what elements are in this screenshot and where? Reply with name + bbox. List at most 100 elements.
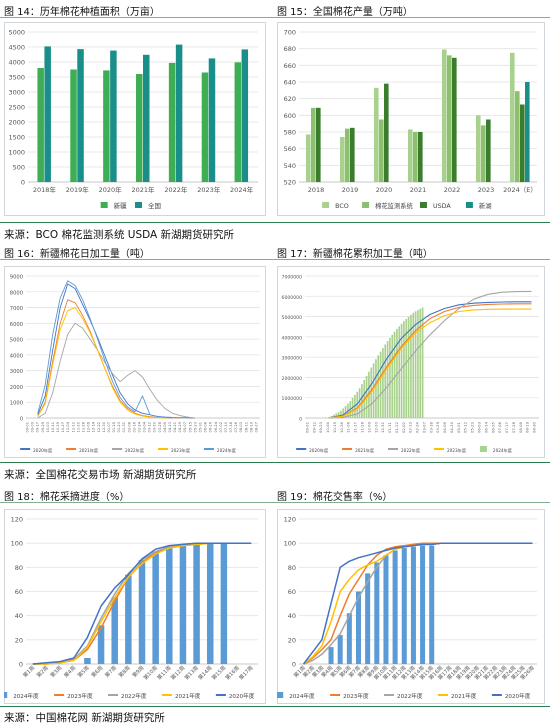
- bar-2024年度: [355, 591, 362, 664]
- x-tick-label: 2021: [410, 186, 427, 194]
- bar-2024年度: [417, 310, 419, 418]
- x-tick-label: 09-17: [36, 422, 40, 432]
- bar-BCO: [510, 52, 515, 182]
- y-tick-label: 1000000: [282, 396, 303, 402]
- bar-2024年度: [401, 548, 407, 664]
- bar-2024年度: [354, 394, 356, 418]
- legend-swatch: [362, 202, 370, 208]
- x-tick-label: 12-14: [92, 421, 96, 432]
- bar-全国: [241, 49, 249, 183]
- y-tick-label: 2000000: [282, 376, 303, 382]
- fig17-caption: 图 17：新疆棉花累积加工量（吨）: [277, 249, 433, 260]
- y-tick-label: 7000: [10, 306, 23, 312]
- x-tick-label: 07-17: [504, 421, 509, 433]
- x-tick-label: 2020: [376, 186, 393, 194]
- x-tick-label: 08-08: [518, 421, 523, 433]
- bar-棉花监测系统: [379, 119, 384, 182]
- y-tick-label: 6000: [10, 322, 23, 328]
- y-tick-label: 700: [284, 29, 296, 37]
- x-tick-label: 10-11: [51, 422, 55, 432]
- bar-2024年度: [410, 546, 416, 664]
- legend-label: 2022年度: [401, 447, 421, 454]
- bar-2024年度: [382, 348, 384, 418]
- x-tick-label: 03-28: [158, 421, 162, 432]
- legend-label: 2024年度: [217, 447, 237, 454]
- bar-USDA: [384, 83, 389, 182]
- x-tick-label: 01-07: [107, 422, 111, 432]
- x-tick-label: 10-15: [332, 421, 337, 433]
- x-tick-label: 06-25: [490, 421, 495, 433]
- bar-2024年度: [403, 321, 405, 418]
- bar-全国: [44, 46, 51, 183]
- x-tick-label: 2021年: [131, 185, 155, 194]
- rule-row2-top: [0, 259, 550, 260]
- bar-2024年度: [392, 550, 398, 664]
- x-tick-label: 05-12: [463, 421, 468, 433]
- bar-2024年度: [337, 412, 340, 418]
- x-tick-label: 04-21: [173, 422, 177, 432]
- x-tick-label: 02-24: [415, 421, 420, 433]
- x-tick-label: 04-29: [178, 421, 182, 432]
- x-tick-label: 01-22: [394, 421, 399, 433]
- bar-全国: [175, 44, 183, 182]
- fig15-caption: 图 15：全国棉花产量（万吨）: [277, 7, 413, 18]
- bar-2024年度: [220, 543, 228, 664]
- x-tick-label: 2022年: [164, 185, 188, 194]
- source-row3: 来源：中国棉花网 新湖期货研究所: [4, 712, 165, 724]
- bar-2024年度: [166, 546, 173, 664]
- bar-全国: [208, 58, 216, 182]
- x-tick-label: 02-08: [127, 421, 131, 432]
- bar-2024年度: [393, 331, 396, 418]
- legend-swatch: [479, 446, 487, 452]
- line-2022年度: [328, 290, 532, 419]
- fig14-chart: 0 500 1000 1500 2000 2500 3000 3500 4000 4500 5000…: [4, 22, 266, 216]
- bar-2024年度: [384, 344, 387, 418]
- x-tick-label: 03-07: [421, 421, 426, 433]
- bar-2024年度: [361, 384, 363, 418]
- x-tick-label: 04-20: [449, 421, 454, 433]
- y-tick-label: 4000: [10, 353, 23, 359]
- line-2021年度: [328, 303, 532, 419]
- y-tick-label: 6000000: [282, 295, 303, 301]
- y-tick-label: 2500: [8, 104, 25, 112]
- legend-label: 2023年度: [447, 447, 467, 454]
- fig17-chart: 0 1000000 2000000 3000000 4000000 5000000 6000…: [277, 266, 545, 458]
- bar-BCO: [306, 134, 311, 182]
- rule-row1-top: [0, 17, 550, 18]
- bar-USDA: [520, 104, 525, 182]
- y-tick-label: 5000: [8, 29, 25, 37]
- y-tick-label: 640: [284, 79, 296, 87]
- bar-新疆: [136, 74, 143, 182]
- line-2024年度: [37, 280, 173, 419]
- x-tick-label: 04-13: [168, 422, 172, 432]
- y-tick-label: 40: [288, 612, 296, 620]
- x-tick-label: 09-12: [311, 421, 316, 433]
- bar-2024年度: [386, 341, 389, 418]
- bar-2024年度: [389, 337, 391, 418]
- legend-label: 棉花监测系统: [375, 201, 413, 210]
- x-tick-label: 09-01: [304, 421, 309, 433]
- bar-2024年度: [400, 323, 403, 418]
- x-tick-label: 12-30: [102, 421, 106, 432]
- legend-label: 2020年度: [309, 447, 329, 454]
- bar-2024年度: [206, 543, 214, 664]
- y-tick-label: 120: [11, 516, 23, 524]
- bar-2024年度: [337, 635, 343, 664]
- bar-USDA: [316, 107, 321, 182]
- x-tick-label: 10-04: [325, 421, 330, 433]
- x-tick-label: 08-27: [254, 422, 258, 432]
- x-tick-label: 05-23: [470, 421, 475, 433]
- y-tick-label: 2000: [8, 119, 25, 127]
- x-tick-label: 03-29: [435, 421, 440, 433]
- bar-新疆: [103, 70, 110, 182]
- legend-swatch: [135, 202, 142, 208]
- x-tick-label: 02-02: [401, 421, 406, 433]
- x-tick-label: 02-16: [132, 421, 136, 432]
- x-tick-label: 2023: [478, 186, 495, 194]
- bar-2024年度: [377, 355, 380, 418]
- x-tick-label: 11-17: [353, 421, 358, 433]
- bar-2024年度: [420, 545, 426, 664]
- x-tick-label: 10-19: [56, 421, 60, 432]
- legend-label: 2021年度: [355, 447, 375, 454]
- x-tick-label: 06-24: [214, 421, 218, 432]
